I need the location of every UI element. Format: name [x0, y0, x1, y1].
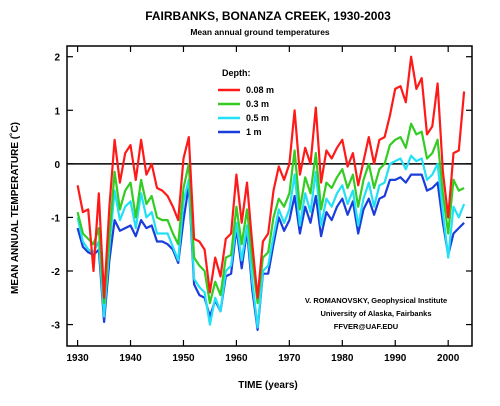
legend-label: 0.5 m — [246, 113, 269, 123]
legend-label: 1 m — [246, 127, 262, 137]
legend: Depth: 0.08 m 0.3 m 0.5 m 1 m — [218, 68, 274, 137]
x-tick-label: 2000 — [437, 353, 460, 364]
series-line-1-m — [76, 173, 465, 331]
legend-label: 0.3 m — [246, 99, 269, 109]
plot-frame — [66, 45, 473, 347]
credit-line-2: University of Alaska, Fairbanks — [320, 309, 431, 318]
credit-line-1: V. ROMANOVSKY, Geophysical Institute — [305, 296, 447, 305]
legend-title: Depth: — [222, 68, 251, 78]
series-line-0-3-m — [76, 122, 465, 305]
y-tick-label: -2 — [51, 267, 60, 278]
y-tick-label: -3 — [51, 321, 60, 332]
x-tick-label: 1970 — [278, 353, 301, 364]
y-tick-label: 1 — [54, 106, 60, 117]
series-lines — [76, 55, 466, 331]
x-tick-label: 1980 — [331, 353, 354, 364]
legend-label: 0.08 m — [246, 85, 274, 95]
x-tick-label: 1960 — [225, 353, 248, 364]
x-tick-label: 1940 — [119, 353, 142, 364]
credit-annotation: V. ROMANOVSKY, Geophysical Institute Uni… — [305, 296, 447, 331]
x-tick-label: 1990 — [384, 353, 407, 364]
x-tick-label: 1950 — [172, 353, 195, 364]
series-line-0-08-m — [76, 55, 466, 299]
y-tick-label: -1 — [51, 213, 60, 224]
chart-subtitle: Mean annual ground temperatures — [190, 27, 330, 37]
y-tick-label: 2 — [54, 53, 60, 64]
x-axis-label: TIME (years) — [238, 380, 297, 391]
y-axis-label: MEAN ANNUAL TEMPERATURE (˚C) — [9, 122, 21, 294]
x-tick-label: 1930 — [66, 353, 89, 364]
axis-ticks: 1930 1940 1950 1960 1970 1980 1990 2000 2 1 0 -1 -2 -… — [51, 46, 472, 364]
chart-title: FAIRBANKS, BONANZA CREEK, 1930-2003 — [145, 9, 391, 23]
credit-line-3: FFVER@UAF.EDU — [334, 322, 398, 331]
series-line-0-5-m — [76, 154, 466, 329]
y-tick-label: 0 — [54, 160, 60, 171]
